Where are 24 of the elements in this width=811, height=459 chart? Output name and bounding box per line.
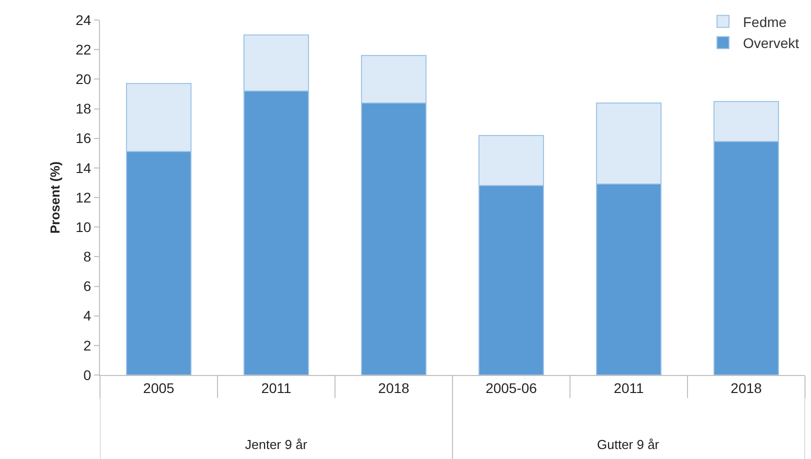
x-tick-label: 2018 xyxy=(378,380,410,396)
y-axis-title: Prosent (%) xyxy=(48,161,63,234)
y-tick-label: 2 xyxy=(83,337,92,354)
text: Gutter 9 år xyxy=(597,437,660,452)
y-tick-label: 18 xyxy=(76,100,92,117)
y-tick-label: 4 xyxy=(83,308,92,324)
x-tick-label: 2005 xyxy=(143,380,175,396)
y-tick-label: 16 xyxy=(76,130,92,146)
y-tick-label: 0 xyxy=(83,366,92,383)
y-tick-label: 24 xyxy=(76,12,92,28)
y-tick-label: 8 xyxy=(83,248,92,265)
y-tick-label: 14 xyxy=(76,160,92,176)
y-tick-label: 12 xyxy=(76,189,92,206)
x-tick-label: 2018 xyxy=(730,380,762,396)
legend-label: Overvekt xyxy=(743,35,800,52)
legend-label: Fedme xyxy=(743,14,787,30)
y-tick-label: 22 xyxy=(76,41,92,58)
x-tick-label: 2011 xyxy=(261,380,292,396)
y-tick-label: 6 xyxy=(83,278,92,294)
y-tick-label: 10 xyxy=(76,218,92,235)
x-tick-label: 2011 xyxy=(614,380,644,396)
x-tick-label: 2005-06 xyxy=(486,380,538,396)
y-tick-label: 20 xyxy=(76,71,92,88)
text: Jenter 9 år xyxy=(245,437,308,452)
